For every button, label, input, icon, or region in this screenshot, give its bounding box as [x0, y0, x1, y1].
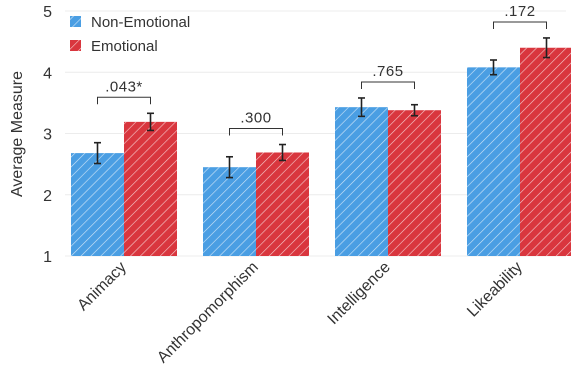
significance-bracket: [97, 96, 151, 105]
bar-hatch: [335, 107, 388, 256]
legend: Non-Emotional Emotional: [70, 14, 190, 55]
bar-hatch: [124, 121, 177, 256]
p-value-label: .300: [240, 110, 271, 127]
p-value-label: .043*: [105, 78, 143, 95]
y-tick-label: 5: [43, 4, 52, 21]
y-tick-label: 3: [43, 127, 52, 144]
x-tick-label: Likeability: [464, 259, 526, 321]
bar-hatch: [256, 152, 309, 256]
p-value-label: .172: [504, 3, 535, 20]
x-tick-label: Intelligence: [325, 259, 394, 328]
bar-hatch: [467, 67, 520, 256]
legend-swatch-hatch: [70, 40, 81, 51]
x-tick-label: Anthropomorphism: [154, 259, 262, 367]
significance-bracket: [361, 81, 415, 89]
y-axis: 1 2 3 4 5: [43, 4, 52, 266]
significance-bracket: [493, 21, 547, 29]
bar-hatch: [203, 167, 256, 256]
y-tick-label: 1: [43, 249, 52, 266]
bars: [71, 47, 571, 256]
error-bars: [94, 37, 550, 179]
y-tick-label: 2: [43, 188, 52, 205]
bar-hatch: [520, 47, 571, 256]
x-axis: Animacy Anthropomorphism Intelligence Likea…: [74, 259, 525, 367]
legend-label: Emotional: [91, 38, 158, 55]
legend-label: Non-Emotional: [91, 14, 190, 31]
significance-bracket: [229, 128, 283, 136]
y-tick-label: 4: [43, 65, 52, 82]
bar-hatch: [71, 153, 124, 256]
bar-hatch: [388, 110, 441, 256]
x-tick-label: Animacy: [74, 259, 129, 314]
y-axis-label: Average Measure: [9, 71, 26, 197]
p-value-label: .765: [372, 63, 403, 80]
significance-brackets: .043* .300 .765 .172: [97, 3, 547, 136]
legend-swatch-hatch: [70, 16, 81, 27]
